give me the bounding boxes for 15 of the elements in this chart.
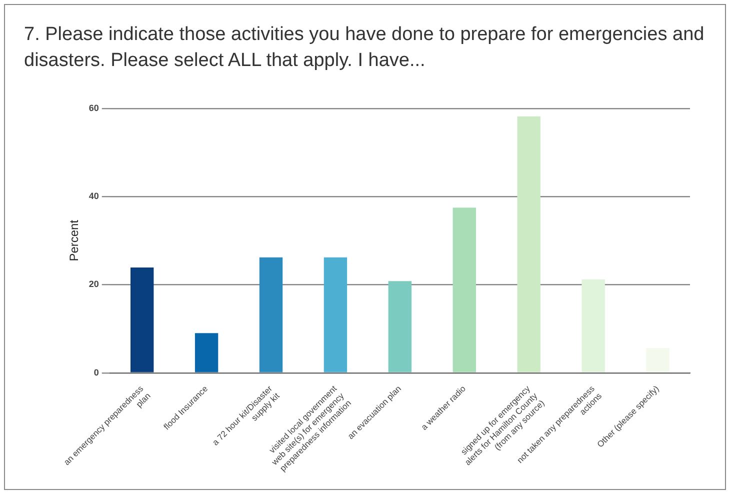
bar — [324, 257, 348, 372]
bar — [194, 333, 218, 372]
bar — [582, 279, 605, 372]
bar — [130, 268, 154, 372]
bar — [452, 208, 476, 372]
y-tick-label: 60 — [88, 102, 99, 113]
bar — [259, 257, 283, 372]
bar — [388, 281, 412, 372]
bar — [517, 116, 540, 372]
y-tick-label: 0 — [94, 367, 99, 378]
y-axis-title: Percent — [66, 219, 81, 262]
bar — [646, 348, 670, 372]
y-tick-label: 40 — [88, 191, 99, 202]
y-tick-label: 20 — [88, 279, 99, 290]
chart-title: 7. Please indicate those activities you have done to prepare for emergencies and disasters. Please select ALL that apply. I have... — [24, 23, 706, 73]
